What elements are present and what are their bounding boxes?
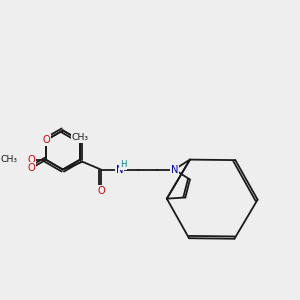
Text: O: O (28, 155, 35, 165)
Text: H: H (120, 160, 126, 169)
Text: O: O (42, 135, 50, 145)
Text: O: O (28, 163, 35, 173)
Text: CH₃: CH₃ (71, 134, 88, 142)
Text: N: N (116, 164, 123, 175)
Text: O: O (97, 186, 105, 196)
Text: CH₃: CH₃ (0, 155, 17, 164)
Text: N: N (170, 164, 178, 175)
